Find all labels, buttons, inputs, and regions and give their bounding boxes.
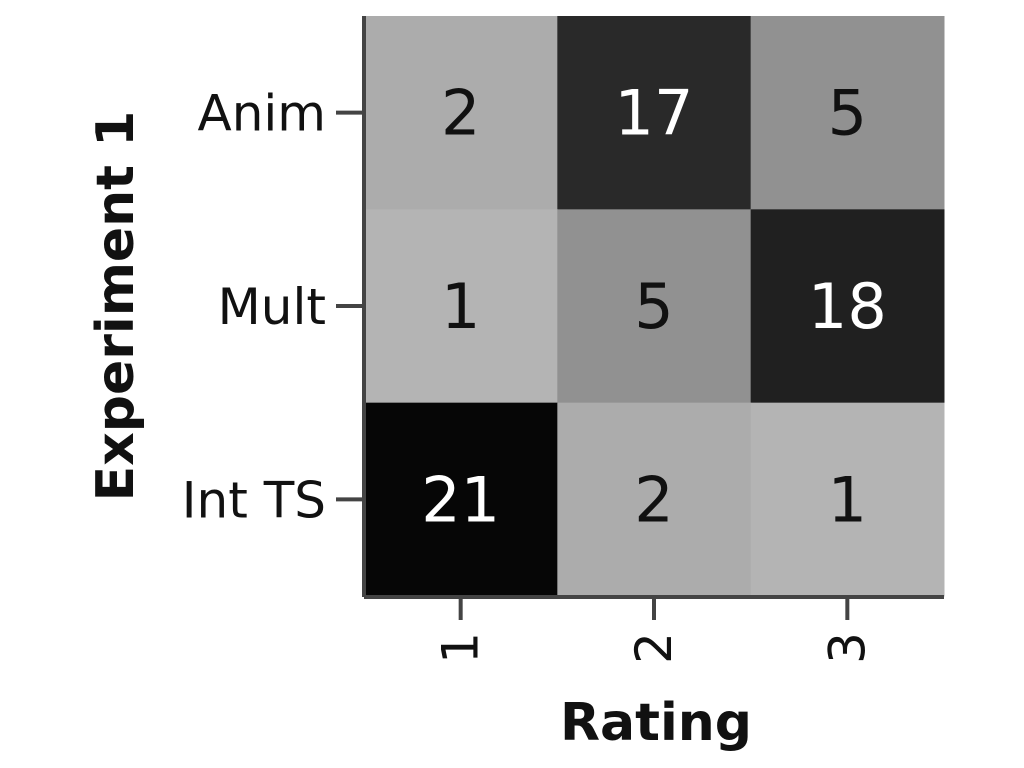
y-tick-label: Anim [198,85,327,143]
x-tick-label: 2 [625,632,683,664]
cell-value-label: 5 [828,77,867,150]
cell-value-label: 1 [828,463,867,536]
heatmap-cell [557,402,752,597]
y-axis-title: Experiment 1 [86,111,146,502]
cell-value-label: 2 [634,463,673,536]
cell-value-label: 21 [421,463,500,536]
heatmap-cell [557,16,752,210]
x-axis-ticks: 1 2 3 [432,596,876,664]
heatmap-cell [557,209,752,404]
heatmap-cell [750,16,945,210]
y-axis-ticks: Anim Mult Int TS [182,85,364,529]
heatmap-cell [750,209,945,404]
x-tick-label: 1 [432,632,490,664]
x-tick-label: 3 [818,632,876,664]
x-axis-title: Rating [560,693,752,753]
cell-value-label: 18 [808,270,887,343]
heatmap-cell [364,209,558,404]
y-tick-label: Mult [218,278,326,336]
y-tick-label: Int TS [182,471,326,529]
heatmap-cell [364,402,558,597]
heatmap-cell [750,402,945,597]
cell-value-label: 5 [634,270,673,343]
cell-value-label: 17 [615,77,694,150]
heatmap-cell [364,16,558,210]
cell-value-label: 2 [441,77,480,150]
cell-value-label: 1 [441,270,480,343]
